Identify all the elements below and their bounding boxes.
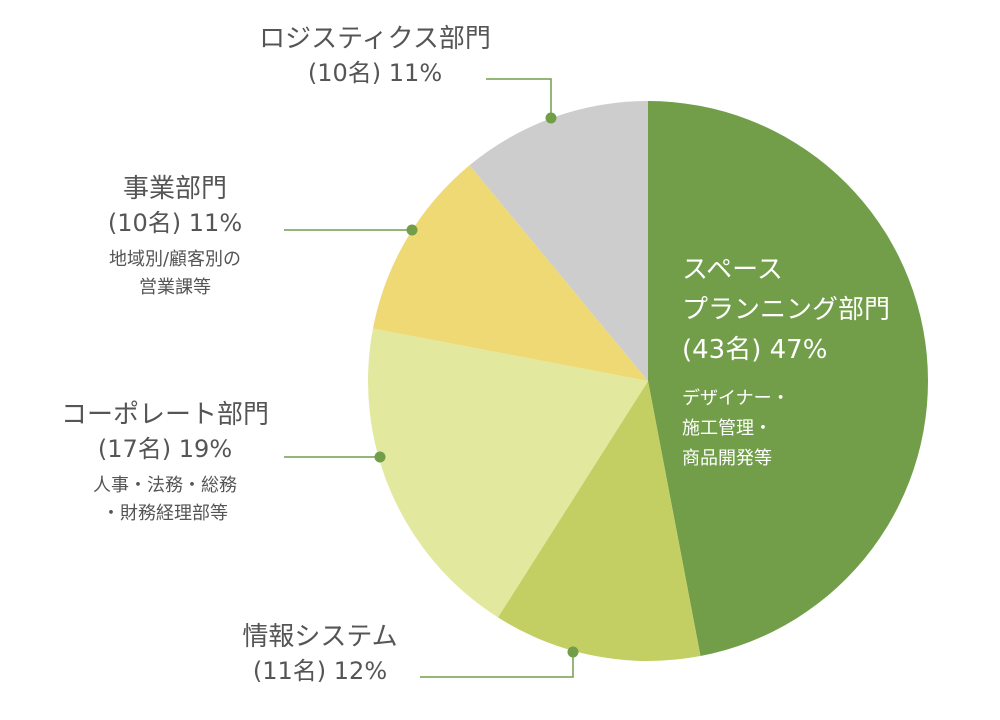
slice-value: (10名) 11% [60,206,290,240]
leader-business-dot [406,224,418,236]
label-information-systems: 情報システム (11名) 12% [215,620,425,688]
leader-logistics [486,78,552,118]
slice-name: コーポレート部門 [60,400,269,430]
slice-name: ロジスティクス部門 [259,24,491,54]
leader-logistics-dot [545,112,557,124]
slice-detail: 人事・法務・総務 [93,475,237,496]
slice-percent: 11% [188,209,243,237]
slice-count: (10名) [107,209,182,237]
label-logistics: ロジスティクス部門 (10名) 11% [240,22,510,90]
label-space-planning: スペース プランニング部門 (43名) 47% デザイナー・ 施工管理・ 商品開… [682,250,890,474]
leader-corporate-dot [374,451,386,463]
pie-slice-business [372,165,648,381]
slice-detail: デザイナー・ [682,388,790,409]
slice-percent: 12% [333,657,388,685]
slice-value: (17名) 19% [40,432,290,466]
slice-detail: ・財務経理部等 [102,503,228,524]
slice-value: (43名) 47% [682,330,890,370]
slice-name-line: プランニング部門 [682,295,891,325]
slice-percent: 11% [388,59,443,87]
slice-detail: 営業課等 [139,277,211,298]
slice-value: (10名) 11% [240,56,510,90]
slice-name: 情報システム [242,622,398,652]
label-business: 事業部門 (10名) 11% 地域別/顧客別の 営業課等 [60,172,290,302]
leader-information-systems-dot [567,646,579,658]
slice-name-line: スペース [682,255,783,285]
leader-information-systems [420,652,574,678]
label-corporate: コーポレート部門 (17名) 19% 人事・法務・総務 ・財務経理部等 [40,398,290,528]
slice-name: 事業部門 [122,174,227,204]
slice-count: (10名) [307,59,382,87]
slice-count: (17名) [97,435,172,463]
slice-detail: 地域別/顧客別の [108,249,242,270]
slice-count: (11名) [252,657,327,685]
slice-detail: 商品開発等 [682,448,772,469]
slice-percent: 19% [178,435,233,463]
pie-slice-corporate [368,328,648,618]
slice-count: (43名) [682,335,762,365]
slice-percent: 47% [769,335,828,365]
pie-slice-logistics [469,101,648,381]
slice-detail: 施工管理・ [682,418,772,439]
slice-value: (11名) 12% [215,654,425,688]
pie-slice-information-systems [497,381,701,661]
pie-slice-space-planning [648,100,929,657]
